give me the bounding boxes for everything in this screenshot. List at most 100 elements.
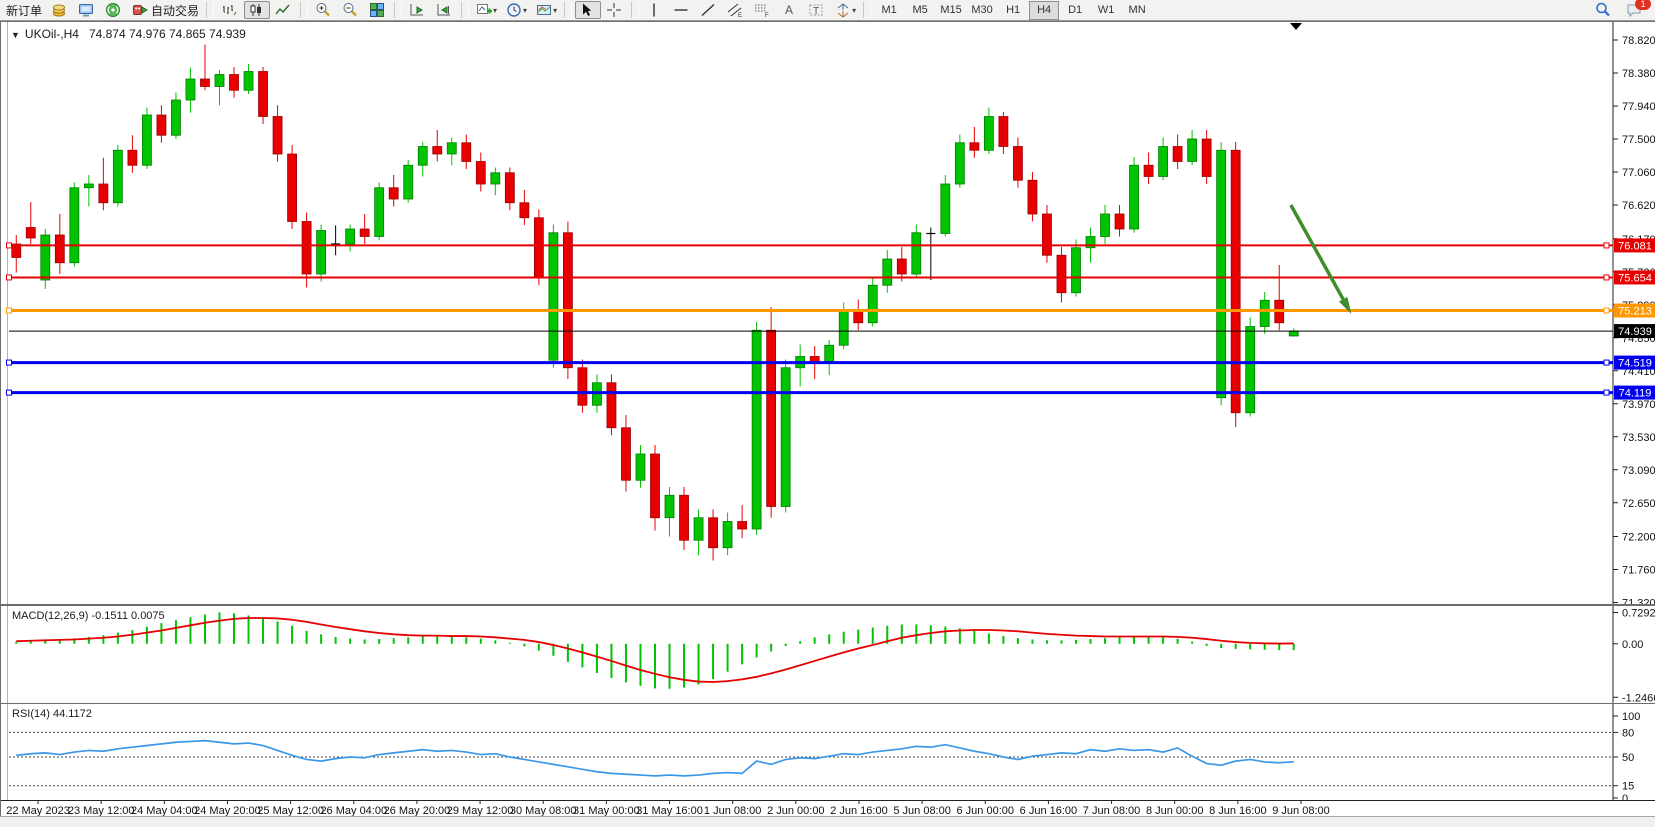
- collapse-objects-icon[interactable]: ▼: [11, 30, 20, 40]
- line-handle[interactable]: [1603, 359, 1610, 366]
- text-label-button[interactable]: T: [804, 1, 830, 19]
- bear-candle: [533, 209, 544, 286]
- toolbar-separator: [631, 2, 640, 18]
- date-axis-label: 5 Jun 08:00: [893, 805, 951, 817]
- bear-candle: [301, 212, 312, 288]
- chart-symbol-period: UKOil-,H4: [24, 27, 79, 41]
- line-handle[interactable]: [1603, 242, 1610, 249]
- bar-chart-button[interactable]: [217, 1, 243, 19]
- bear-candle: [432, 130, 443, 162]
- rsi-indicator-label: RSI(14) 44.1172: [12, 708, 92, 720]
- bear-candle: [11, 235, 22, 273]
- doji-candle: [331, 225, 341, 256]
- zoom-out-button[interactable]: [338, 1, 364, 19]
- bull-candle: [954, 134, 965, 188]
- line-handle[interactable]: [6, 307, 12, 314]
- auto-scroll-button[interactable]: [405, 1, 431, 19]
- line-handle[interactable]: [1603, 389, 1610, 396]
- indicators-button[interactable]: ▾: [472, 0, 501, 20]
- date-axis-label: 6 Jun 00:00: [957, 805, 1015, 817]
- line-chart-button[interactable]: [271, 1, 297, 19]
- down-arrow-annotation[interactable]: [1289, 204, 1352, 314]
- bear-candle: [606, 374, 617, 436]
- fibonacci-button[interactable]: F: [750, 1, 776, 19]
- timeframe-button-mn[interactable]: MN: [1128, 4, 1146, 16]
- periods-button[interactable]: ▾: [502, 0, 531, 20]
- timeframe-button-m30[interactable]: M30: [971, 4, 993, 16]
- rsi-tick-label: 50: [1622, 752, 1634, 764]
- panel-separator[interactable]: [1, 604, 1655, 606]
- timeframe-toolbar: M1 M5 M15 M30 H1 H4 D1 W1 MN: [874, 0, 1152, 20]
- trendline-button[interactable]: [696, 1, 722, 19]
- line-handle[interactable]: [1603, 307, 1610, 314]
- macd-tick-label: 0.7292: [1622, 607, 1655, 619]
- line-handle[interactable]: [1603, 274, 1610, 281]
- svg-text:74.519: 74.519: [1618, 358, 1652, 370]
- autotrading-label: 自动交易: [151, 3, 200, 18]
- signals-icon[interactable]: [101, 1, 127, 19]
- chart-window[interactable]: ▼ UKOil-,H4 74.874 74.976 74.865 74.939 78…: [0, 21, 1655, 817]
- chart-shift-marker-icon[interactable]: [1290, 23, 1302, 30]
- arrows-button[interactable]: ▾: [831, 0, 860, 20]
- price-chart-panel[interactable]: 78.82078.38077.94077.50077.06076.62076.1…: [1, 22, 1655, 604]
- bull-candle: [446, 137, 457, 166]
- tile-windows-button[interactable]: [365, 1, 391, 19]
- coins-icon[interactable]: [47, 1, 73, 19]
- price-label-chip: 74.119: [1614, 385, 1655, 400]
- bear-candle: [562, 221, 573, 379]
- cursor-button[interactable]: [575, 1, 602, 19]
- equidistant-channel-button[interactable]: E: [723, 1, 749, 19]
- timeframe-button-d1[interactable]: D1: [1068, 4, 1083, 16]
- dropdown-caret-icon: ▾: [852, 5, 857, 15]
- bear-candle: [1230, 142, 1241, 427]
- date-axis-label: 23 May 12:00: [68, 805, 135, 817]
- bear-candle: [737, 505, 748, 538]
- macd-indicator-panel[interactable]: 0.7292 0.00 -1.2466: [1, 606, 1655, 703]
- svg-text:74.939: 74.939: [1618, 326, 1652, 338]
- search-icon[interactable]: [1591, 1, 1617, 19]
- zoom-in-button[interactable]: [311, 1, 337, 19]
- bear-candle: [475, 152, 486, 192]
- autotrading-button[interactable]: 自动交易: [128, 0, 203, 20]
- bear-candle: [1013, 137, 1023, 188]
- timeframe-button-m1[interactable]: M1: [881, 4, 897, 16]
- toolbar-separator: [863, 2, 872, 18]
- crosshair-button[interactable]: [602, 1, 628, 19]
- bull-candle: [1216, 142, 1227, 406]
- bear-candle: [461, 134, 472, 169]
- bull-candle: [1245, 317, 1256, 417]
- bear-candle: [998, 112, 1009, 154]
- date-axis-label: 31 May 00:00: [573, 805, 640, 817]
- line-handle[interactable]: [6, 389, 12, 396]
- horizontal-line-button[interactable]: [669, 1, 695, 19]
- timeframe-button-m5[interactable]: M5: [912, 4, 928, 16]
- price-tick-label: 71.760: [1622, 565, 1655, 577]
- timeframe-button-m15[interactable]: M15: [940, 4, 962, 16]
- line-handle[interactable]: [6, 274, 12, 281]
- price-tick-label: 77.940: [1622, 101, 1655, 113]
- chat-button[interactable]: 1: [1621, 0, 1651, 20]
- vertical-line-button[interactable]: [642, 1, 668, 19]
- templates-button[interactable]: ▾: [532, 0, 561, 20]
- new-order-button[interactable]: 新订单: [2, 0, 46, 20]
- line-handle[interactable]: [6, 359, 12, 366]
- dropdown-caret-icon: ▾: [493, 5, 498, 15]
- price-tick-label: 76.620: [1622, 200, 1655, 212]
- bull-candle: [185, 67, 196, 113]
- chart-shift-button[interactable]: [432, 1, 458, 19]
- candle-chart-button[interactable]: [244, 1, 271, 19]
- bear-candle: [229, 67, 239, 98]
- price-tick-label: 72.650: [1622, 498, 1655, 510]
- bear-candle: [519, 190, 530, 226]
- line-handle[interactable]: [6, 242, 12, 249]
- timeframe-button-h1[interactable]: H1: [1006, 4, 1021, 16]
- rsi-indicator-panel[interactable]: 100 80 50 150: [1, 704, 1655, 800]
- metaeditor-icon[interactable]: [74, 1, 100, 19]
- text-button[interactable]: A: [777, 1, 803, 19]
- clock-icon: [506, 2, 522, 18]
- toolbar-right-group: 1: [1591, 0, 1653, 20]
- timeframe-button-h4[interactable]: H4: [1029, 0, 1060, 20]
- timeframe-button-w1[interactable]: W1: [1097, 4, 1115, 16]
- date-axis-label: 22 May 2023: [6, 805, 70, 817]
- date-axis-label: 25 May 12:00: [257, 805, 324, 817]
